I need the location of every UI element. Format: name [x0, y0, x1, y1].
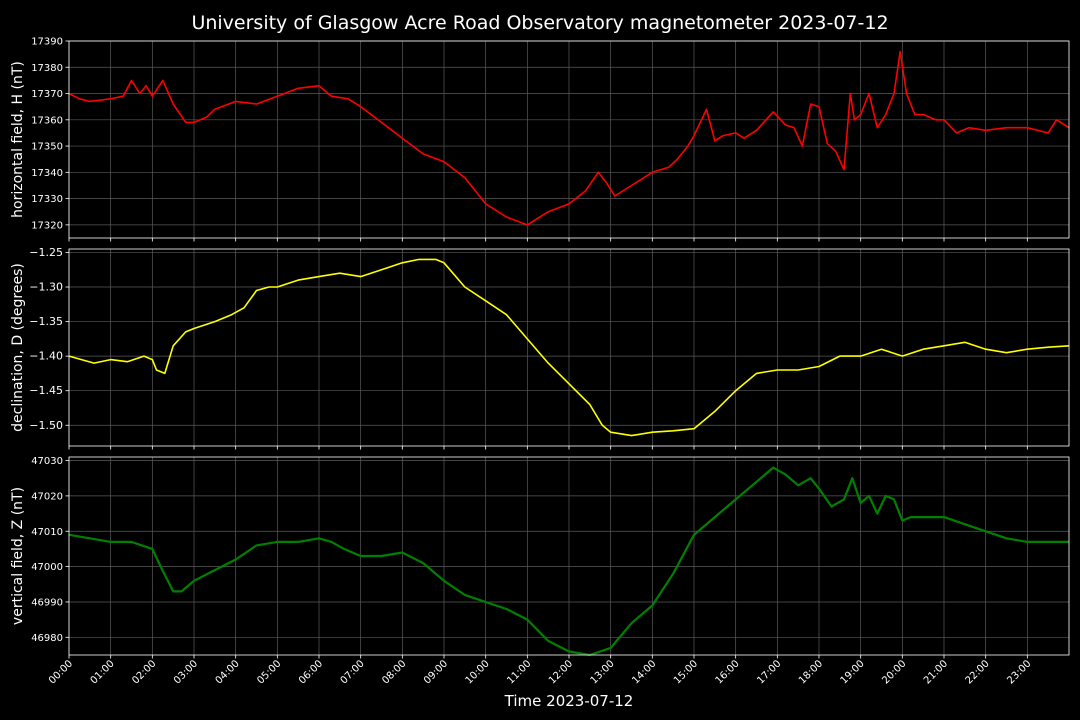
y-tick-label: 17340 [31, 168, 63, 179]
y-tick-label: 46990 [31, 597, 63, 608]
y-tick-label: 17320 [31, 220, 63, 231]
y-tick-label: −1.35 [29, 315, 63, 328]
y-tick-label: 17390 [31, 37, 63, 48]
series-line-3 [68, 466, 1069, 657]
y-tick-label: 17350 [31, 142, 63, 153]
y-tick-label: −1.50 [29, 419, 63, 432]
y-tick-label: 47020 [31, 491, 63, 502]
panel-2: −1.25 −1.30 −1.35 −1.40 −1.45 −1.50declinatio… [10, 246, 1070, 450]
chart-title: University of Glasgow Acre Road Observat… [191, 12, 888, 34]
y-tick-label: 47010 [31, 527, 63, 538]
y-tick-label: −1.40 [29, 350, 63, 363]
y-tick-label: 17380 [31, 63, 63, 74]
series-line-1 [68, 50, 1070, 226]
y-tick-label: 47000 [31, 562, 63, 573]
y-tick-label: 17330 [31, 194, 63, 205]
y-tick-label: 46980 [31, 633, 63, 644]
panel-3: 46980 46990 47000 47010 47020 47030 vertical f… [10, 456, 1070, 659]
y-axis-label: horizontal field, H (nT) [10, 61, 26, 218]
y-tick-label: −1.30 [29, 281, 63, 294]
panels-group: 17320 17330 17340 17350 17360 17370 17380 17390… [10, 37, 1070, 659]
y-axis-label: declination, D (degrees) [10, 263, 26, 432]
panel-frame [68, 456, 1070, 656]
x-axis-label: Time 2023-07-12 [504, 692, 634, 710]
y-tick-label: −1.25 [29, 246, 63, 259]
y-tick-label: −1.45 [29, 384, 63, 397]
panel-frame [68, 40, 1070, 239]
y-tick-label: 17360 [31, 115, 63, 126]
y-tick-label: 47030 [31, 456, 63, 467]
series-line-2 [68, 258, 1070, 437]
panel-frame [68, 248, 1070, 447]
y-axis-label: vertical field, Z (nT) [10, 487, 26, 625]
panel-1: 17320 17330 17340 17350 17360 17370 17380 17390… [10, 37, 1070, 242]
y-tick-label: 17370 [31, 89, 63, 100]
